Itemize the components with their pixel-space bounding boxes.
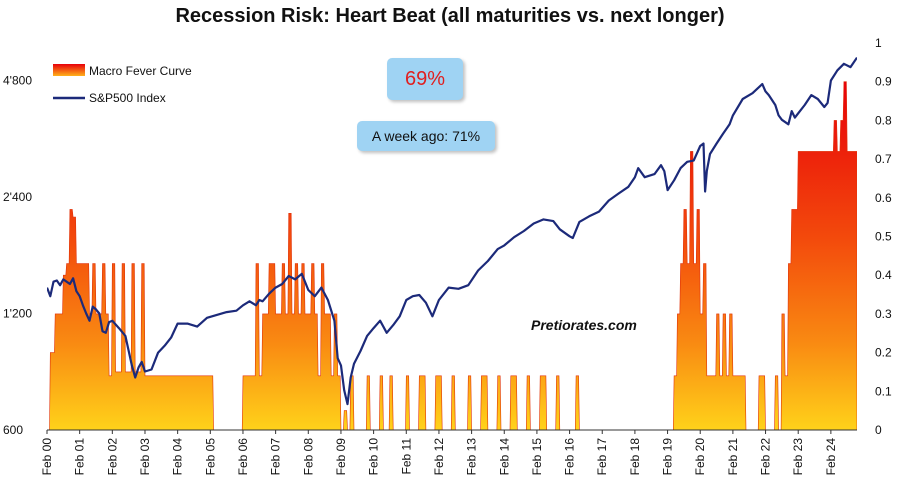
- x-tick-label: Feb 02: [105, 438, 119, 476]
- right-tick-label: 0.9: [875, 75, 892, 89]
- right-tick-label: 0.1: [875, 384, 892, 398]
- x-tick-label: Feb 15: [530, 438, 544, 476]
- x-tick-label: Feb 12: [432, 438, 446, 476]
- x-tick-label: Feb 07: [269, 438, 283, 476]
- left-tick-label: 2'400: [3, 190, 32, 204]
- x-tick-label: Feb 17: [595, 438, 609, 476]
- x-tick-label: Feb 19: [661, 438, 675, 476]
- x-tick-label: Feb 16: [563, 438, 577, 476]
- x-tick-label: Feb 24: [824, 438, 838, 476]
- x-tick-label: Feb 18: [628, 438, 642, 476]
- x-tick-label: Feb 22: [759, 438, 773, 476]
- x-tick-label: Feb 20: [693, 438, 707, 476]
- legend: Macro Fever Curve S&P500 Index: [53, 64, 192, 105]
- current-risk-callout: 69%: [387, 58, 463, 100]
- sp500-line-group: [47, 56, 857, 406]
- x-axis-ticks: Feb 00 Feb 01 Feb 02 Feb 03 Feb 04 Feb 05 Feb …: [40, 430, 838, 475]
- left-tick-label: 4'800: [3, 74, 32, 88]
- x-tick-label: Feb 23: [791, 438, 805, 476]
- right-tick-label: 0.5: [875, 230, 892, 244]
- sp500-line: [47, 56, 857, 406]
- right-tick-label: 0.7: [875, 152, 892, 166]
- right-tick-label: 0.3: [875, 307, 892, 321]
- x-tick-label: Feb 01: [73, 438, 87, 476]
- right-tick-label: 0.8: [875, 113, 892, 127]
- x-tick-label: Feb 06: [236, 438, 250, 476]
- x-tick-label: Feb 13: [465, 438, 479, 476]
- right-tick-label: 0.2: [875, 346, 892, 360]
- x-tick-label: Feb 08: [301, 438, 315, 476]
- x-tick-label: Feb 03: [138, 438, 152, 476]
- week-ago-callout: A week ago: 71%: [357, 121, 495, 151]
- right-tick-label: 0: [875, 423, 882, 437]
- right-tick-label: 0.4: [875, 268, 892, 282]
- legend-label-fever: Macro Fever Curve: [89, 64, 192, 78]
- left-tick-label: 1'200: [3, 307, 32, 321]
- chart-title: Recession Risk: Heart Beat (all maturiti…: [175, 5, 724, 27]
- macro-fever-area-group: [47, 81, 857, 430]
- x-tick-label: Feb 00: [40, 438, 54, 476]
- x-tick-label: Feb 21: [726, 438, 740, 476]
- right-tick-label: 1: [875, 36, 882, 50]
- macro-fever-area: [47, 81, 857, 430]
- watermark: Pretiorates.com: [531, 317, 637, 333]
- right-axis-ticks: 0 0.1 0.2 0.3 0.4 0.5 0.6 0.7 0.8 0.9 1: [875, 36, 892, 437]
- x-tick-label: Feb 11: [399, 438, 413, 475]
- right-tick-label: 0.6: [875, 191, 892, 205]
- left-axis-ticks: 600 1'200 2'400 4'800: [3, 74, 32, 437]
- x-tick-label: Feb 10: [367, 438, 381, 476]
- x-tick-label: Feb 05: [203, 438, 217, 476]
- legend-label-sp500: S&P500 Index: [89, 91, 166, 105]
- x-tick-label: Feb 09: [334, 438, 348, 476]
- left-tick-label: 600: [3, 423, 23, 437]
- x-tick-label: Feb 04: [171, 438, 185, 476]
- x-tick-label: Feb 14: [497, 438, 511, 476]
- legend-swatch-fever: [53, 64, 85, 76]
